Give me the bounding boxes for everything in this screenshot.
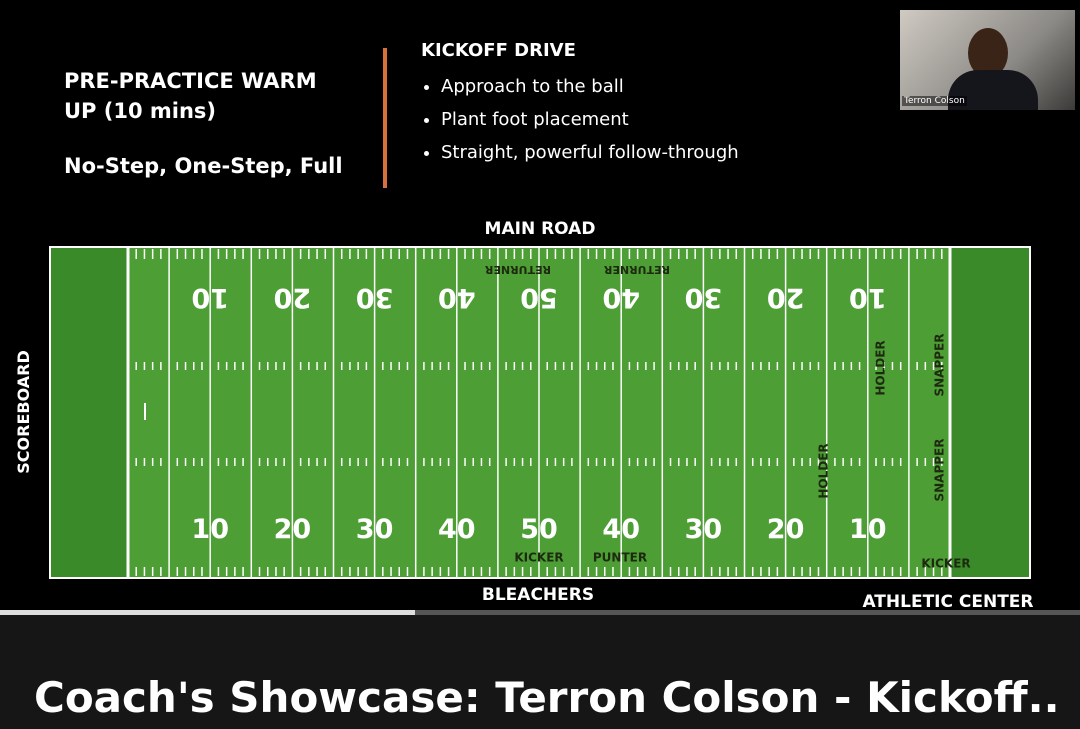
yard-number-inverted: 10 (191, 282, 229, 313)
position-label: RETURNER (484, 263, 551, 276)
field-diagram: MAIN ROAD BLEACHERS SCOREBOARD ATHLETIC … (14, 219, 1034, 610)
field-top-label: MAIN ROAD (485, 219, 596, 239)
position-label: PUNTER (593, 551, 647, 565)
field-bottom-label: BLEACHERS (482, 585, 594, 605)
yard-number: 10 (849, 514, 887, 545)
yard-number-inverted: 40 (602, 282, 640, 313)
bullet: Straight, powerful follow-through (441, 136, 739, 169)
endzone (50, 247, 128, 578)
yard-number-inverted: 20 (274, 282, 312, 313)
endzone (950, 247, 1030, 578)
divider (383, 48, 387, 188)
progress-fill (0, 610, 415, 615)
bullet: Approach to the ball (441, 70, 739, 103)
bullet: Plant foot placement (441, 103, 739, 136)
position-label: KICKER (514, 551, 563, 565)
yard-number: 30 (685, 514, 723, 545)
progress-track[interactable] (0, 610, 1080, 615)
position-label: SNAPPER (933, 439, 947, 502)
warmup-subtitle: No-Step, One-Step, Full (64, 154, 343, 178)
yard-number: 20 (274, 514, 312, 545)
yard-number: 30 (356, 514, 394, 545)
yard-number: 40 (438, 514, 476, 545)
field-border (49, 246, 1031, 579)
bullet-list: Approach to the ballPlant foot placement… (421, 70, 739, 169)
title-bar: Coach's Showcase: Terron Colson - Kickof… (0, 615, 1080, 729)
field-left-label: SCOREBOARD (14, 350, 33, 473)
yard-number: 40 (602, 514, 640, 545)
yard-number-inverted: 30 (356, 282, 394, 313)
webcam-name: Terron Colson (902, 96, 967, 106)
position-label: HOLDER (817, 443, 831, 498)
drive-title: KICKOFF DRIVE (421, 40, 576, 61)
yard-number-inverted: 40 (438, 282, 476, 313)
position-label: HOLDER (874, 340, 888, 395)
warmup-title: PRE-PRACTICE WARM UP (10 mins) (64, 69, 317, 123)
webcam: Terron Colson (900, 10, 1075, 110)
yard-number-inverted: 10 (849, 282, 887, 313)
video-title[interactable]: Coach's Showcase: Terron Colson - Kickof… (34, 673, 1060, 722)
position-label: KICKER (921, 557, 970, 571)
position-label: SNAPPER (933, 334, 947, 397)
yard-number: 20 (767, 514, 805, 545)
yard-number-inverted: 30 (685, 282, 723, 313)
yard-number: 50 (520, 514, 558, 545)
field (50, 247, 1030, 578)
yard-number-inverted: 20 (767, 282, 805, 313)
yard-number-inverted: 50 (520, 282, 558, 313)
yard-number: 10 (191, 514, 229, 545)
field-corner-label: ATHLETIC CENTER (862, 592, 1033, 610)
webcam-person (968, 28, 1008, 78)
position-label: RETURNER (603, 263, 670, 276)
